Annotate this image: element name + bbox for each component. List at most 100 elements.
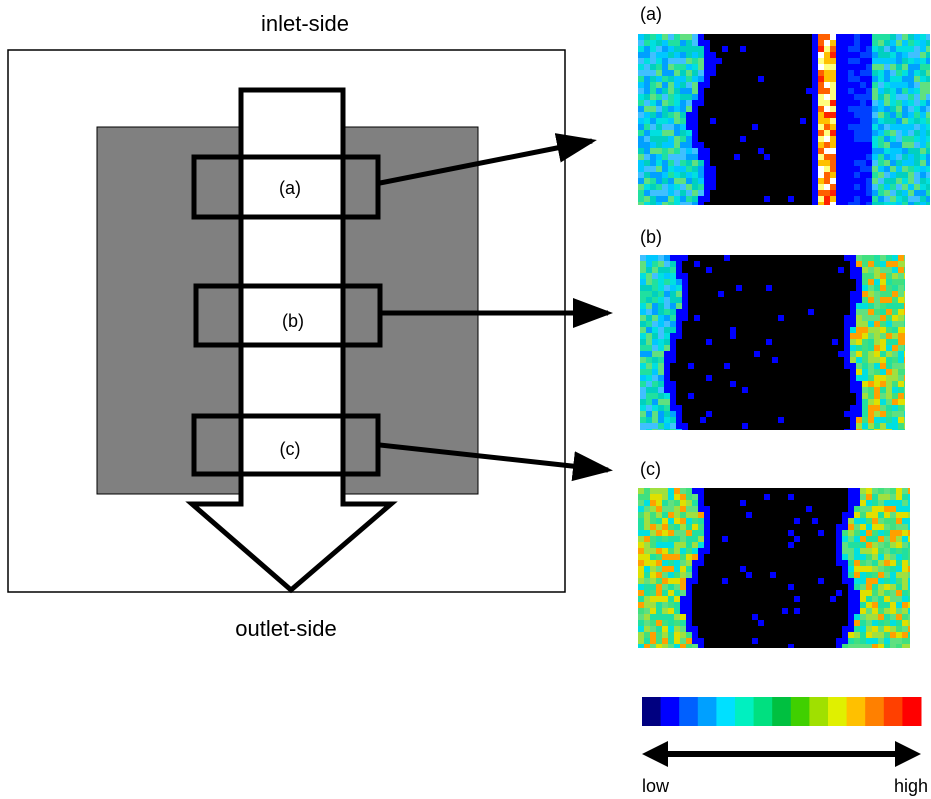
heatmap-cell [686,608,692,614]
heatmap-cell [884,578,890,584]
heatmap-cell [698,530,704,536]
heatmap-cell [844,255,850,261]
heatmap-cell [674,566,680,572]
heatmap-cell [692,124,698,130]
heatmap-cell [848,500,854,506]
heatmap-cell [842,190,848,196]
heatmap-cell [830,160,836,166]
heatmap-cell [920,184,926,190]
heatmap-cell [650,548,656,554]
heatmap-cell [662,500,668,506]
heatmap-cell [692,40,698,46]
heatmap-cell [670,351,676,357]
heatmap-cell [902,512,908,518]
heatmap-cell [674,518,680,524]
heatmap-cell [670,261,676,267]
heatmap-cell [878,524,884,530]
heatmap-cell [902,626,908,632]
heatmap-cell [868,309,874,315]
heatmap-cell [644,536,650,542]
heatmap-cell [640,375,646,381]
heatmap-cell [866,560,872,566]
heatmap-cell [884,512,890,518]
heatmap-cell [650,512,656,518]
heatmap-cell [676,261,682,267]
heatmap-cell [920,190,926,196]
heatmap-cell [686,524,692,530]
heatmap-cell [668,494,674,500]
heatmap-cell [662,626,668,632]
heatmap-cell [914,118,920,124]
heatmap-cell [862,375,868,381]
heatmap-cell [692,536,698,542]
heatmap-cell [854,494,860,500]
heatmap-cell [896,566,902,572]
heatmap-cell [862,339,868,345]
heatmap-cell [818,202,824,205]
heatmap-cell [860,88,866,94]
heatmap-cell [646,399,652,405]
heatmap-cell [668,632,674,638]
heatmap-cell [674,560,680,566]
heatmap-cell [686,506,692,512]
heatmap-cell [926,136,930,142]
heatmap-cell [884,82,890,88]
heatmap-cell [902,608,908,614]
heatmap-cell [644,124,650,130]
heatmap-cell [860,494,866,500]
heatmap-cell [704,46,710,52]
heatmap-cell [878,536,884,542]
heatmap-cell [842,118,848,124]
heatmap-cell [842,82,848,88]
heatmap-cell [868,423,874,429]
heatmap-cell [818,64,824,70]
heatmap-cell [848,602,854,608]
heatmap-cell [668,190,674,196]
heatmap-cell [884,626,890,632]
heatmap-cell [698,560,704,566]
heatmap-cell [692,626,698,632]
heatmap-cell [896,620,902,626]
heatmap-cell [914,142,920,148]
heatmap-cell [886,357,892,363]
heatmap-cell [638,596,644,602]
heatmap-cell [914,178,920,184]
heatmap-cell [682,279,688,285]
heatmap-cell [854,142,860,148]
heatmap-cell [662,154,668,160]
heatmap-cell [698,512,704,518]
heatmap-cell [692,572,698,578]
heatmap-cell [668,566,674,572]
heatmap-cell [884,554,890,560]
heatmap-cell [824,154,830,160]
heatmap-cell [812,58,818,64]
heatmap-cell [868,405,874,411]
heatmap-cell [644,202,650,205]
heatmap-cell [874,303,880,309]
heatmap-cell [686,178,692,184]
heatmap-cell [892,285,898,291]
heatmap-cell [710,64,716,70]
heatmap-cell [638,40,644,46]
heatmap-cell [880,399,886,405]
heatmap-cell [872,554,878,560]
heatmap-cell [668,596,674,602]
heatmap-cell [646,267,652,273]
heatmap-cell [926,76,930,82]
heatmap-cell [668,524,674,530]
heatmap-cell [886,273,892,279]
heatmap-cell [662,76,668,82]
heatmap-cell [892,417,898,423]
heatmap-cell [658,369,664,375]
heatmap-cell [692,524,698,530]
heatmap-cell [902,166,908,172]
heatmap-cell [680,614,686,620]
heatmap-cell [658,351,664,357]
heatmap-cell [680,548,686,554]
heatmap-cell [866,506,872,512]
heatmap-cell [842,124,848,130]
heatmap-cell [850,417,856,423]
heatmap-cell [926,52,930,58]
heatmap-cell [848,58,854,64]
heatmap-cell [878,608,884,614]
